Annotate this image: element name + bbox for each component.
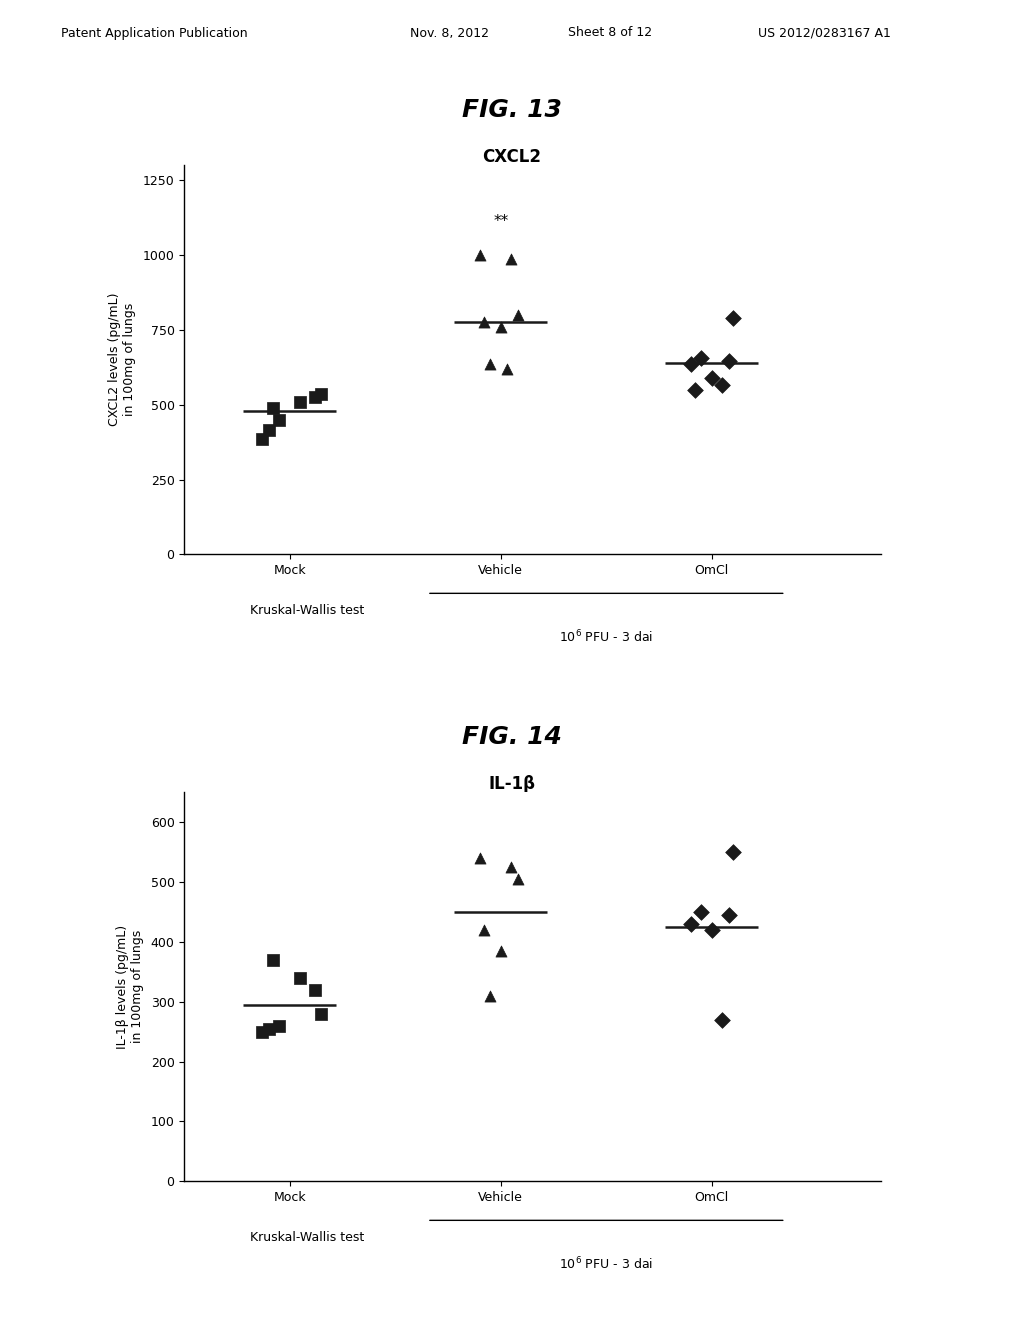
Point bbox=[313, 1003, 330, 1024]
Point bbox=[493, 940, 509, 961]
Point bbox=[254, 429, 270, 450]
Point bbox=[271, 409, 288, 430]
Point bbox=[499, 358, 515, 379]
Point bbox=[482, 985, 499, 1006]
Point bbox=[721, 351, 737, 372]
Point bbox=[254, 1022, 270, 1043]
Point bbox=[683, 913, 699, 935]
Y-axis label: CXCL2 levels (pg/mL)
in 100mg of lungs: CXCL2 levels (pg/mL) in 100mg of lungs bbox=[108, 293, 136, 426]
Point bbox=[260, 420, 276, 441]
Text: Kruskal-Wallis test: Kruskal-Wallis test bbox=[250, 1232, 365, 1243]
Point bbox=[271, 1015, 288, 1036]
Point bbox=[476, 312, 493, 333]
Point bbox=[265, 949, 282, 970]
Point bbox=[693, 347, 710, 368]
Point bbox=[476, 919, 493, 940]
Text: IL-1β: IL-1β bbox=[488, 775, 536, 793]
Text: **: ** bbox=[494, 214, 509, 230]
Point bbox=[482, 354, 499, 375]
Point bbox=[721, 904, 737, 925]
Point bbox=[307, 979, 324, 1001]
Point bbox=[703, 919, 720, 940]
Point bbox=[510, 304, 526, 325]
Text: $10^6$ PFU - 3 dai: $10^6$ PFU - 3 dai bbox=[559, 628, 653, 645]
Point bbox=[725, 308, 741, 329]
Text: Kruskal-Wallis test: Kruskal-Wallis test bbox=[250, 605, 365, 616]
Point bbox=[313, 384, 330, 405]
Point bbox=[703, 367, 720, 388]
Text: Patent Application Publication: Patent Application Publication bbox=[61, 26, 248, 40]
Point bbox=[714, 375, 730, 396]
Point bbox=[503, 248, 519, 269]
Text: CXCL2: CXCL2 bbox=[482, 148, 542, 166]
Text: Sheet 8 of 12: Sheet 8 of 12 bbox=[568, 26, 652, 40]
Point bbox=[510, 869, 526, 890]
Point bbox=[307, 387, 324, 408]
Text: US 2012/0283167 A1: US 2012/0283167 A1 bbox=[758, 26, 891, 40]
Text: Nov. 8, 2012: Nov. 8, 2012 bbox=[410, 26, 488, 40]
Y-axis label: IL-1β levels (pg/mL)
in 100mg of lungs: IL-1β levels (pg/mL) in 100mg of lungs bbox=[116, 924, 143, 1049]
Text: FIG. 14: FIG. 14 bbox=[462, 725, 562, 748]
Text: $10^6$ PFU - 3 dai: $10^6$ PFU - 3 dai bbox=[559, 1255, 653, 1272]
Point bbox=[683, 354, 699, 375]
Point bbox=[687, 379, 703, 400]
Point bbox=[714, 1008, 730, 1030]
Point bbox=[693, 902, 710, 923]
Point bbox=[471, 244, 487, 265]
Point bbox=[260, 1018, 276, 1039]
Point bbox=[292, 391, 308, 412]
Point bbox=[292, 968, 308, 989]
Point bbox=[471, 847, 487, 869]
Point bbox=[493, 317, 509, 338]
Text: FIG. 13: FIG. 13 bbox=[462, 98, 562, 121]
Point bbox=[725, 841, 741, 862]
Point bbox=[265, 397, 282, 418]
Point bbox=[503, 857, 519, 878]
